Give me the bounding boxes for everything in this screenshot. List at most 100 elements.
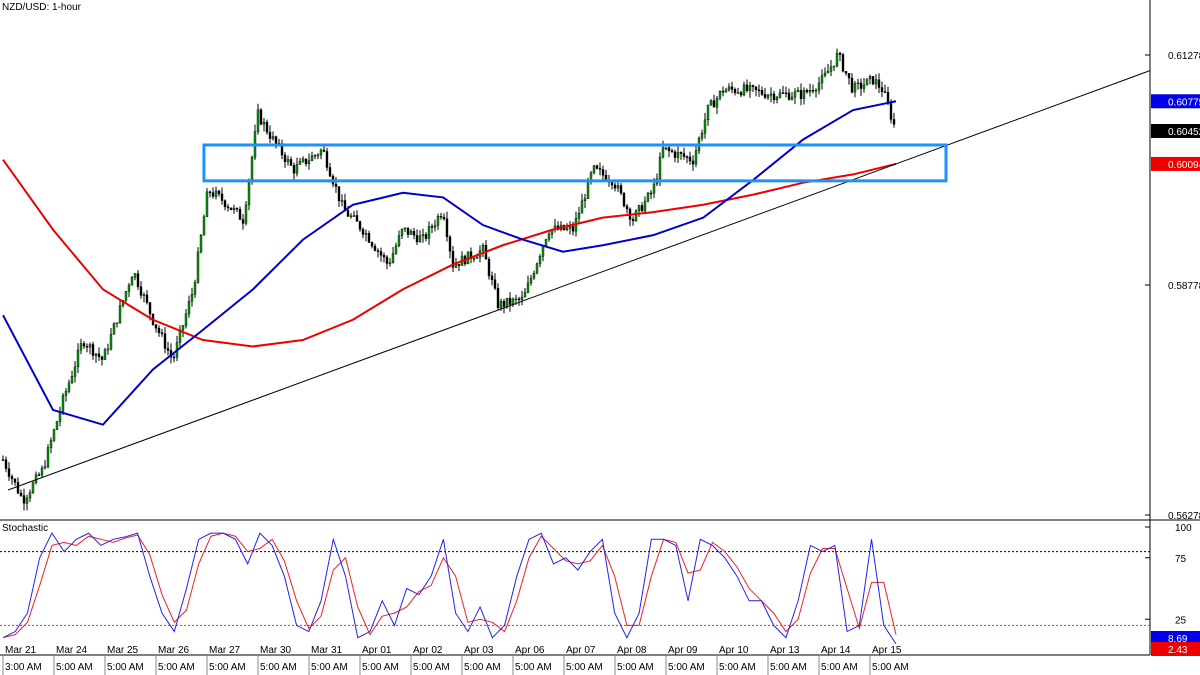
time-tick-date: Apr 09 [668, 645, 698, 656]
candle-body [790, 96, 794, 100]
candle-body [523, 292, 527, 298]
stoch-d-line [2, 532, 897, 639]
candle-body [214, 190, 218, 197]
candle-body [223, 200, 227, 208]
candle-body [739, 92, 743, 96]
candle-body [877, 79, 881, 88]
candle-body [304, 158, 308, 165]
candle-body [832, 65, 836, 68]
candle-body [25, 497, 29, 504]
time-tick-time: 5:00 AM [515, 662, 552, 673]
candle-body [4, 459, 8, 469]
candle-body [190, 294, 194, 302]
candle-body [541, 245, 545, 257]
candle-body [103, 349, 107, 360]
time-tick-date: Mar 24 [56, 645, 88, 656]
candle-body [88, 344, 92, 348]
candle-body [187, 301, 191, 315]
candle-body [814, 90, 818, 92]
candle-body [838, 53, 842, 55]
candle-body [76, 349, 80, 368]
candle-body [511, 298, 515, 305]
candle-body [514, 298, 518, 301]
candle-body [355, 215, 359, 222]
time-tick-date: Apr 01 [362, 645, 392, 656]
time-tick-date: Apr 03 [464, 645, 494, 656]
candle-body [733, 89, 737, 93]
candle-body [889, 103, 893, 120]
candle-body [424, 234, 428, 239]
candle-body [10, 476, 14, 480]
candle-body [793, 91, 797, 98]
candle-body [139, 286, 143, 296]
candle-body [583, 198, 587, 202]
candle-body [391, 253, 395, 263]
candle-body [490, 275, 494, 280]
candle-body [436, 216, 440, 226]
candle-body [442, 216, 446, 220]
candle-body [307, 160, 311, 165]
candle-body [802, 90, 806, 99]
candle-body [319, 149, 323, 156]
candle-body [649, 192, 653, 195]
candle-body [520, 296, 524, 300]
candle-body [52, 429, 56, 441]
candle-body [247, 179, 251, 206]
candle-body [46, 447, 50, 467]
candle-body [742, 84, 746, 96]
candle-body [592, 165, 596, 174]
candle-body [352, 215, 356, 217]
resistance-zone [202, 143, 948, 183]
candle-body [526, 282, 530, 293]
ma-fast-price-label: 0.60775 [1168, 97, 1200, 108]
candle-body [427, 226, 431, 239]
candle-body [406, 227, 410, 235]
candle-body [724, 89, 728, 93]
candle-body [208, 191, 212, 194]
candle-body [700, 132, 704, 139]
candle-body [634, 210, 638, 222]
time-tick-date: Apr 08 [617, 645, 647, 656]
candle-body [502, 300, 506, 307]
candle-body [691, 160, 695, 165]
ma-slow-price-label: 0.60094 [1168, 160, 1200, 171]
candle-body [433, 225, 437, 228]
candle-body [124, 291, 128, 301]
candle-body [325, 151, 329, 168]
candle-body [106, 348, 110, 351]
candle-body [205, 191, 209, 217]
candle-body [232, 207, 236, 211]
time-tick-time: 5:00 AM [566, 662, 603, 673]
candle-body [529, 277, 533, 284]
candle-body [769, 93, 773, 96]
candle-body [403, 227, 407, 230]
candle-body [811, 89, 815, 92]
candle-body [796, 89, 800, 92]
candle-body [625, 205, 629, 210]
candle-body [184, 313, 188, 326]
candle-body [841, 54, 845, 72]
stoch-tick-label: 100 [1175, 523, 1192, 534]
candle-body [100, 356, 104, 360]
candle-body [148, 302, 152, 315]
candle-body [736, 92, 740, 94]
indicator-title: Stochastic [2, 523, 49, 534]
candle-body [142, 294, 146, 297]
candle-body [244, 204, 248, 224]
candle-body [238, 208, 242, 220]
candle-body [262, 122, 266, 125]
time-tick-date: Mar 25 [107, 645, 139, 656]
ma-fast-line [2, 100, 897, 426]
candle-body [640, 205, 644, 212]
candle-body [133, 273, 137, 278]
candle-body [85, 346, 89, 348]
candle-body [631, 219, 635, 222]
candle-body [313, 155, 317, 157]
candle-body [712, 100, 716, 108]
candle-body [346, 210, 350, 217]
candle-body [643, 200, 647, 212]
candle-body [448, 236, 452, 252]
time-tick-time: 5:00 AM [617, 662, 654, 673]
candle-body [265, 122, 269, 133]
